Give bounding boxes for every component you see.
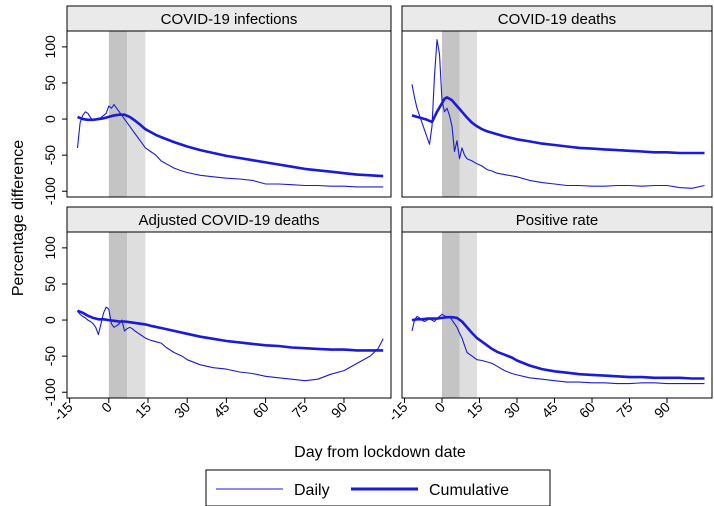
x-tick-label: -15 <box>385 399 411 425</box>
lockdown-band-1 <box>108 232 128 398</box>
x-tick-label: 60 <box>249 399 271 421</box>
panel-header <box>401 206 713 233</box>
panel-header <box>66 206 392 233</box>
series-line-cumulative <box>411 96 705 155</box>
y-tick-label: 100 <box>42 35 58 59</box>
x-tick-label: 75 <box>289 399 311 421</box>
y-tick-label: -100 <box>42 378 58 406</box>
legend-daily-label: Daily <box>294 482 330 499</box>
x-axis-label: Day from lockdown date <box>294 444 466 461</box>
series-line-cumulative <box>77 309 384 352</box>
x-tick-label: 75 <box>613 399 635 421</box>
panel-title: COVID-19 deaths <box>498 11 616 28</box>
x-tick-label: 45 <box>538 399 560 421</box>
y-tick-label: 50 <box>42 75 58 91</box>
legend-cumulative-label: Cumulative <box>429 482 509 499</box>
panel-3: Adjusted COVID-19 deaths100500-50-100-15… <box>42 206 392 424</box>
series-line-cumulative <box>411 315 705 380</box>
plot-frame <box>66 30 392 198</box>
y-tick-label: -50 <box>42 346 58 366</box>
panel-title: Positive rate <box>516 212 599 229</box>
y-tick-label: 0 <box>42 316 58 324</box>
panel-title: Adjusted COVID-19 deaths <box>139 212 320 229</box>
y-tick-label: -50 <box>42 145 58 165</box>
x-tick-label: 45 <box>210 399 232 421</box>
x-tick-label: 0 <box>98 399 115 416</box>
panel-1: COVID-19 infections 100 50 0 -50 -100 <box>42 5 392 205</box>
plot-frame <box>66 231 392 399</box>
panel-grid: COVID-19 infections100500-50-100COVID-19… <box>42 5 713 425</box>
x-tick-label: 90 <box>651 399 673 421</box>
y-tick-label: 0 <box>42 115 58 123</box>
series-line-daily <box>411 39 705 189</box>
x-tick-label: 0 <box>431 399 448 416</box>
x-tick-label: 90 <box>328 399 350 421</box>
y-tick-label: 50 <box>42 276 58 292</box>
series-line-cumulative <box>76 113 384 178</box>
panel-title: COVID-19 infections <box>161 11 298 28</box>
y-axis-label: Percentage difference <box>10 140 27 296</box>
x-tick-label: 30 <box>501 399 523 421</box>
lockdown-band-2 <box>459 31 477 197</box>
lockdown-band-1 <box>442 31 460 197</box>
y-tick-label: 100 <box>42 236 58 260</box>
panel-header <box>66 5 392 32</box>
plot-frame <box>401 30 713 198</box>
plot-frame <box>401 231 713 399</box>
legend: Daily Cumulative <box>205 469 551 506</box>
x-tick-label: 30 <box>171 399 193 421</box>
x-tick-label: 15 <box>463 399 485 421</box>
panel-4: Positive rate -15 0 15 30 45 60 75 90 <box>385 206 713 425</box>
lockdown-band-2 <box>127 232 146 398</box>
lockdown-band-2 <box>127 31 146 197</box>
lockdown-band-2 <box>459 232 477 398</box>
x-tick-label: 60 <box>576 399 598 421</box>
y-tick-label: -100 <box>42 177 58 205</box>
x-tick-label: 15 <box>132 399 154 421</box>
lockdown-band-1 <box>442 232 460 398</box>
panel-2: COVID-19 deaths <box>401 5 713 198</box>
series-line-daily <box>77 306 384 382</box>
